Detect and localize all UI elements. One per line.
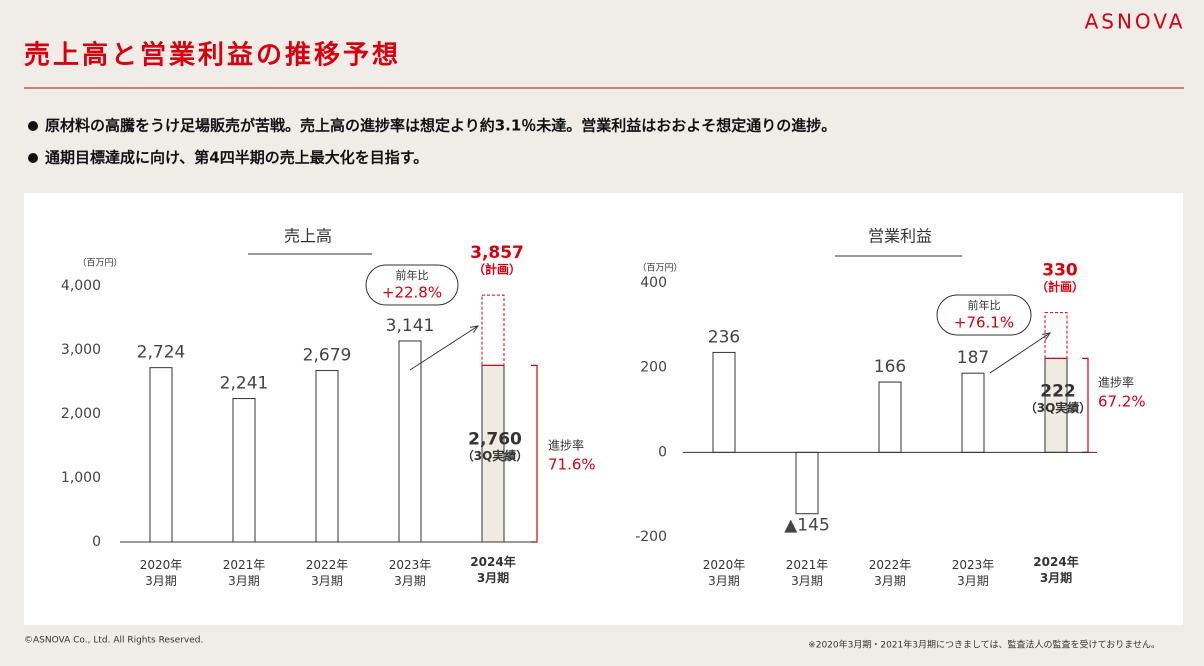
growth-box	[365, 264, 459, 306]
growth-arrow	[989, 332, 1051, 374]
x-tick-label: 2023年 3月期	[389, 558, 432, 588]
value-label: 236	[708, 327, 740, 347]
y-tick-label: 0	[92, 534, 101, 550]
y-tick-label: 0	[658, 444, 667, 460]
x-tick-label: 2020年 3月期	[703, 558, 746, 588]
value-label: 2,679	[303, 346, 352, 366]
growth-box	[936, 294, 1032, 336]
actual-note: （3Q実績）	[462, 448, 529, 463]
plan-bar	[1044, 312, 1068, 359]
unit-label: （百万円）	[637, 263, 682, 274]
x-tick-label: 2024年 3月期	[470, 554, 515, 585]
growth-value: +22.8%	[382, 284, 442, 302]
bar	[149, 367, 173, 543]
progress-rate: 67.2%	[1098, 393, 1146, 411]
slide-title: 売上高と営業利益の推移予想	[24, 40, 401, 71]
arrow-head	[470, 325, 480, 333]
footnote: ※2020年3月期・2021年3月期につきましては、監査法人の監査を受けておりま…	[808, 639, 1160, 651]
progress-rate: 71.6%	[548, 456, 596, 474]
growth-value: +76.1%	[954, 314, 1014, 332]
plan-note: （計画）	[1036, 279, 1084, 294]
y-tick-label: 200	[640, 360, 667, 376]
x-tick-label: 2021年 3月期	[223, 558, 266, 588]
chart-panel	[24, 193, 1183, 625]
value-label: 2,241	[220, 374, 269, 394]
value-label: 222	[1040, 381, 1076, 401]
y-tick-label: 4,000	[61, 278, 101, 294]
x-tick-label: 2024年 3月期	[1033, 554, 1078, 585]
bar	[961, 372, 985, 453]
x-tick-label: 2021年 3月期	[786, 558, 829, 588]
y-tick-label: 3,000	[61, 342, 101, 358]
chart-title: 売上高	[284, 227, 332, 246]
bar	[795, 451, 819, 515]
plan-note: （計画）	[473, 262, 521, 277]
value-label: ▲145	[784, 516, 830, 536]
bar	[398, 340, 422, 543]
value-label: 2,760	[468, 430, 522, 450]
x-tick-label: 2020年 3月期	[140, 558, 183, 588]
arrow-head	[1042, 332, 1052, 340]
y-tick-label: 400	[640, 275, 667, 291]
value-label: 3,141	[386, 316, 435, 336]
actual-note: （3Q実績）	[1025, 400, 1092, 415]
x-tick-label: 2022年 3月期	[306, 558, 349, 588]
bar	[232, 398, 256, 543]
bar	[712, 351, 736, 453]
x-tick-label: 2023年 3月期	[952, 558, 995, 588]
y-tick-label: -200	[635, 529, 667, 545]
bullet-dot	[28, 153, 38, 163]
growth-arrow	[409, 325, 479, 371]
x-tick-label: 2022年 3月期	[869, 558, 912, 588]
plan-value: 3,857	[470, 243, 524, 263]
growth-label: 前年比	[396, 268, 429, 282]
progress-label: 進捗率	[548, 438, 584, 453]
chart-title: 営業利益	[868, 227, 932, 246]
value-label: 187	[957, 348, 989, 368]
logo: ASNOVA	[1085, 10, 1186, 34]
value-label: 2,724	[137, 343, 186, 363]
bullet: 通期目標達成に向け、第4四半期の売上最大化を目指す。	[45, 149, 428, 167]
growth-label: 前年比	[968, 298, 1001, 312]
plan-bar	[481, 294, 505, 366]
copyright: ©ASNOVA Co., Ltd. All Rights Reserved.	[24, 636, 203, 646]
unit-label: （百万円）	[77, 258, 122, 269]
bar	[315, 370, 339, 543]
progress-label: 進捗率	[1098, 375, 1134, 390]
y-tick-label: 2,000	[61, 406, 101, 422]
value-label: 166	[874, 357, 906, 377]
y-tick-label: 1,000	[61, 470, 101, 486]
bullet: 原材料の高騰をうけ足場販売が苦戦。売上高の進捗率は想定より約3.1％未達。営業利…	[45, 117, 836, 135]
plan-value: 330	[1042, 261, 1078, 281]
bullet-dot	[28, 121, 38, 131]
bar	[878, 381, 902, 453]
